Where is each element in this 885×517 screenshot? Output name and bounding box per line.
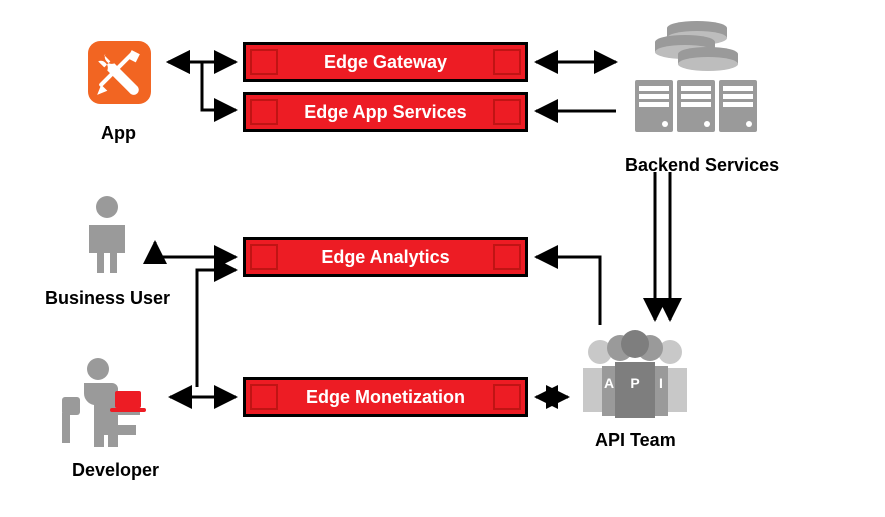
app-to-appservices-arrow <box>168 62 236 110</box>
app-tools-icon <box>87 40 152 105</box>
apiteam-to-analytics-arrow <box>536 257 600 325</box>
developer-to-analytics-arrow <box>197 270 236 387</box>
backend-services-label: Backend Services <box>625 155 779 176</box>
api-team-icon: A P I <box>575 330 695 420</box>
edge-analytics-label: Edge Analytics <box>321 247 449 268</box>
business-to-analytics-arrow <box>155 242 236 257</box>
svg-text:P: P <box>630 375 639 391</box>
api-team-label: API Team <box>595 430 676 451</box>
edge-monetization-label: Edge Monetization <box>306 387 465 408</box>
business-user-label: Business User <box>45 288 170 309</box>
edge-app-services-box: Edge App Services <box>243 92 528 132</box>
svg-text:A: A <box>604 375 614 391</box>
diagram-canvas: { "canvas": { "width": 885, "height": 51… <box>0 0 885 517</box>
developer-label: Developer <box>72 460 159 481</box>
edge-monetization-box: Edge Monetization <box>243 377 528 417</box>
business-user-icon <box>80 195 135 275</box>
edge-gateway-label: Edge Gateway <box>324 52 447 73</box>
edge-gateway-box: Edge Gateway <box>243 42 528 82</box>
app-label: App <box>101 123 136 144</box>
developer-icon <box>60 355 155 450</box>
backend-services-icon <box>625 20 785 140</box>
edge-app-services-label: Edge App Services <box>304 102 466 123</box>
svg-text:I: I <box>659 375 663 391</box>
edge-analytics-box: Edge Analytics <box>243 237 528 277</box>
